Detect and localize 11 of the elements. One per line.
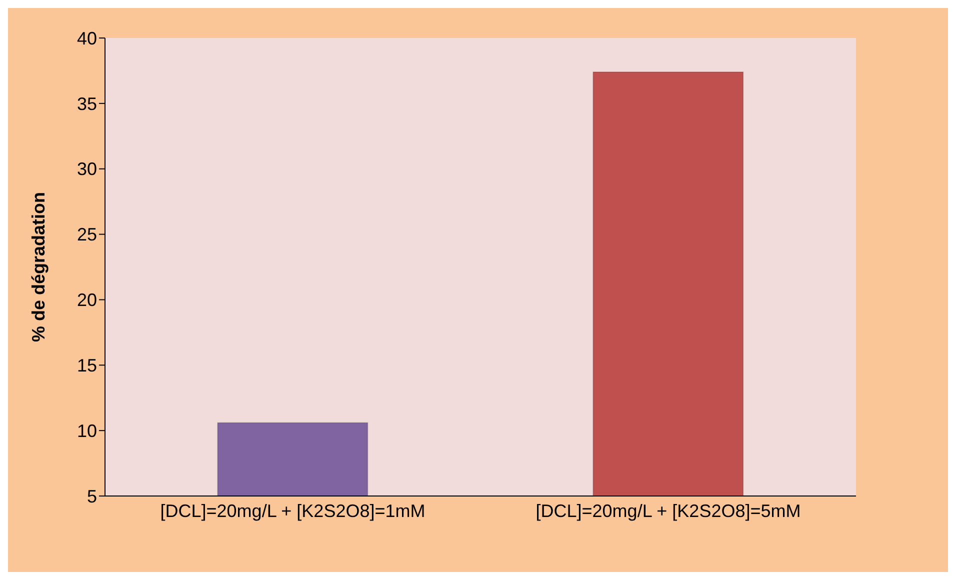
x-tick-label: [DCL]=20mg/L + [K2S2O8]=5mM: [536, 500, 801, 521]
y-tick-label: 30: [76, 159, 97, 180]
y-tick-label: 5: [86, 486, 97, 506]
y-tick-label: 40: [76, 28, 97, 48]
y-tick-label: 15: [76, 356, 97, 376]
y-tick-label: 25: [76, 224, 97, 245]
y-tick-label: 20: [76, 290, 97, 310]
y-tick-label: 10: [76, 420, 97, 441]
y-axis-title: % de dégradation: [28, 192, 48, 342]
y-tick-label: 35: [76, 94, 97, 114]
x-tick-label: [DCL]=20mg/L + [K2S2O8]=1mM: [160, 500, 426, 521]
